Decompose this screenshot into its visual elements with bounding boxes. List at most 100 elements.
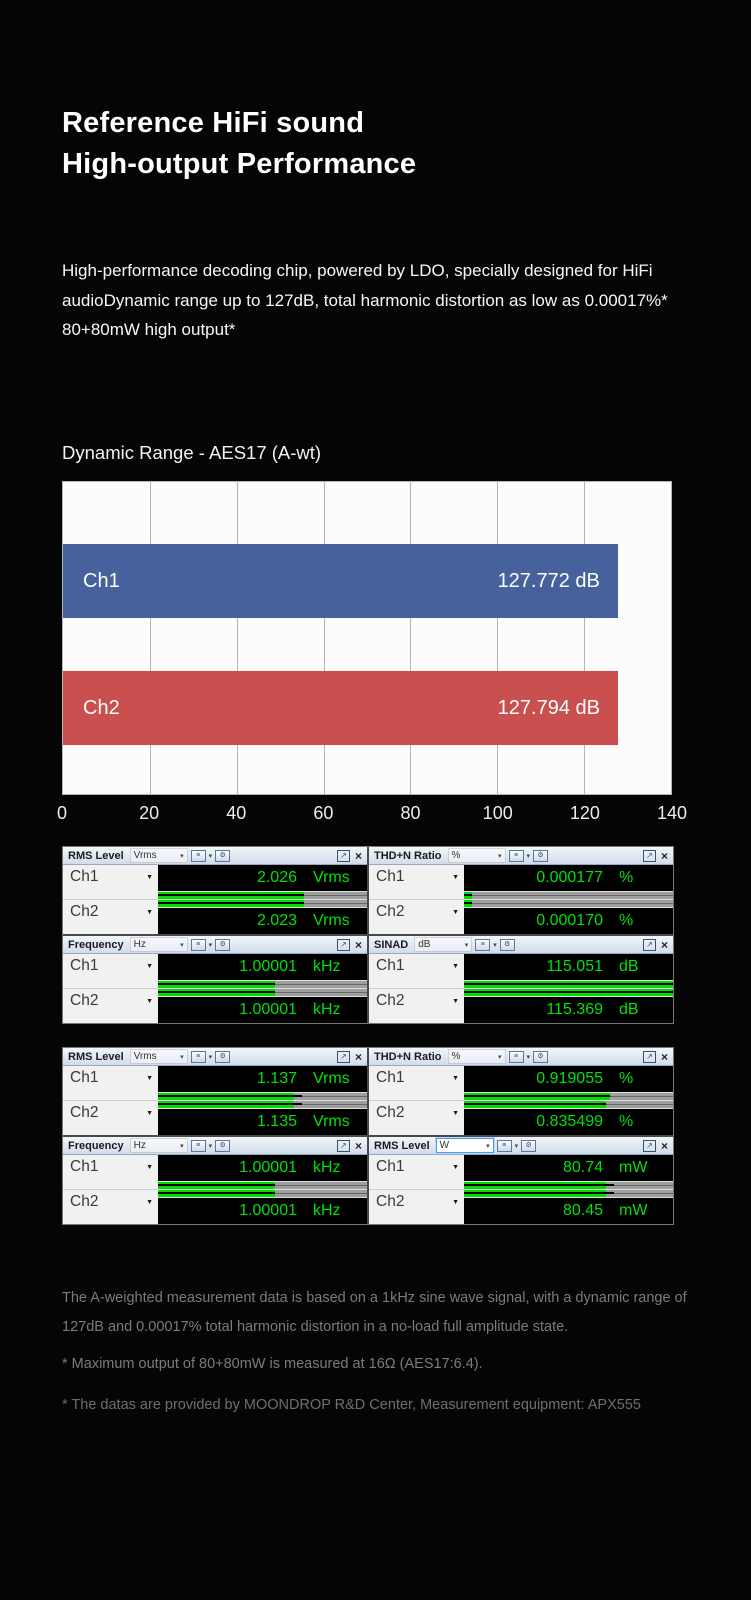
gear-icon[interactable]: ⚙ <box>215 1139 231 1152</box>
channel-data-column: 0.919055% 0.835499% <box>464 1066 673 1135</box>
meter-peak-line <box>464 1103 607 1105</box>
meter-settings-icon[interactable]: ≡ <box>190 1050 206 1063</box>
meter-panel-body: Ch1 ▼ Ch2 ▼ 0.000177% 0.000170% <box>369 865 673 934</box>
meter-settings-icon[interactable]: ≡ <box>190 938 206 951</box>
meter-settings-chevron-icon[interactable]: ▾ <box>208 1142 213 1150</box>
popout-icon[interactable]: ↗ <box>642 1050 656 1063</box>
close-icon[interactable]: × <box>354 1049 362 1064</box>
meter-title: RMS Level <box>68 1050 124 1063</box>
meter-settings-chevron-icon[interactable]: ▾ <box>208 852 213 860</box>
channel-label-column: Ch1 ▼ Ch2 ▼ <box>63 865 158 934</box>
channel-dropdown-icon[interactable]: ▼ <box>452 1164 459 1171</box>
close-icon[interactable]: × <box>660 848 668 863</box>
meter-peak-line <box>464 902 473 904</box>
readout-value: 1.137 <box>256 1070 297 1087</box>
channel-dropdown-icon[interactable]: ▼ <box>452 874 459 881</box>
meter-peak-line <box>464 983 673 985</box>
meter-settings-chevron-icon[interactable]: ▾ <box>208 941 213 949</box>
gear-icon[interactable]: ⚙ <box>215 849 231 862</box>
unit-dropdown[interactable]: % ▾ <box>447 848 506 863</box>
readout-unit: dB <box>619 958 639 975</box>
channel-label-column: Ch1 ▼ Ch2 ▼ <box>369 1066 464 1135</box>
level-meter-ch2 <box>158 900 367 907</box>
gear-icon[interactable]: ⚙ <box>533 849 549 862</box>
gear-icon[interactable]: ⚙ <box>533 1050 549 1063</box>
unit-dropdown[interactable]: dB ▾ <box>414 937 473 952</box>
channel-dropdown-icon[interactable]: ▼ <box>146 1199 153 1206</box>
channel-dropdown-icon[interactable]: ▼ <box>146 1164 153 1171</box>
meter-panel-body: Ch1 ▼ Ch2 ▼ 2.026 Vrms 2.023 Vrms <box>63 865 367 934</box>
channel-dropdown-icon[interactable]: ▼ <box>146 1110 153 1117</box>
meter-settings-chevron-icon[interactable]: ▾ <box>208 1053 213 1061</box>
meter-title: Frequency <box>68 938 124 951</box>
unit-dropdown[interactable]: Vrms ▾ <box>129 1049 188 1064</box>
popout-icon[interactable]: ↗ <box>336 849 350 862</box>
title-line-1: Reference HiFi sound <box>62 107 365 139</box>
meter-settings-icon[interactable]: ≡ <box>475 938 491 951</box>
channel-dropdown-icon[interactable]: ▼ <box>452 963 459 970</box>
popout-icon[interactable]: ↗ <box>642 1139 656 1152</box>
popout-icon[interactable]: ↗ <box>336 1050 350 1063</box>
close-icon[interactable]: × <box>354 848 362 863</box>
readout-value: 1.135 <box>256 1113 297 1130</box>
readout-unit: kHz <box>313 1159 341 1176</box>
meter-settings-icon[interactable]: ≡ <box>190 1139 206 1152</box>
channel-dropdown-icon[interactable]: ▼ <box>452 1199 459 1206</box>
gear-icon[interactable]: ⚙ <box>215 938 231 951</box>
channel-dropdown-icon[interactable]: ▼ <box>452 1075 459 1082</box>
meter-settings-icon[interactable]: ≡ <box>496 1139 512 1152</box>
meter-group-2: RMS Level Vrms ▾ ≡ ▾ ⚙ ↗ × Ch1 ▼ Ch2 ▼ 1.137 Vrms 1.13… <box>62 1047 674 1225</box>
channel-dropdown-icon[interactable]: ▼ <box>146 1075 153 1082</box>
channel-dropdown-icon[interactable]: ▼ <box>146 874 153 881</box>
chevron-down-icon: ▾ <box>464 941 469 949</box>
channel-label-ch2: Ch2 ▼ <box>63 989 158 1023</box>
meter-settings-icon[interactable]: ≡ <box>508 1050 524 1063</box>
popout-icon[interactable]: ↗ <box>642 849 656 862</box>
chart-gridline <box>236 482 238 794</box>
popout-icon[interactable]: ↗ <box>336 1139 350 1152</box>
channel-dropdown-icon[interactable]: ▼ <box>452 1110 459 1117</box>
channel-dropdown-icon[interactable]: ▼ <box>452 909 459 916</box>
channel-label-ch1: Ch1 ▼ <box>369 1155 464 1189</box>
channel-label-column: Ch1 ▼ Ch2 ▼ <box>369 954 464 1023</box>
unit-dropdown[interactable]: % ▾ <box>447 1049 506 1064</box>
meter-peak-line <box>158 983 276 985</box>
gear-icon[interactable]: ⚙ <box>499 938 515 951</box>
meter-panel-rms-level: RMS Level Vrms ▾ ≡ ▾ ⚙ ↗ × Ch1 ▼ Ch2 ▼ 1.137 Vrms 1.13… <box>63 1048 367 1135</box>
unit-dropdown[interactable]: W ▾ <box>435 1138 494 1153</box>
meter-settings-icon[interactable]: ≡ <box>508 849 524 862</box>
close-icon[interactable]: × <box>354 937 362 952</box>
close-icon[interactable]: × <box>660 1049 668 1064</box>
meter-settings-chevron-icon[interactable]: ▾ <box>526 852 531 860</box>
close-icon[interactable]: × <box>660 1138 668 1153</box>
meter-title: RMS Level <box>68 849 124 862</box>
popout-icon[interactable]: ↗ <box>642 938 656 951</box>
meter-track-line <box>464 895 673 896</box>
channel-dropdown-icon[interactable]: ▼ <box>146 963 153 970</box>
unit-dropdown[interactable]: Vrms ▾ <box>129 848 188 863</box>
popout-icon[interactable]: ↗ <box>336 938 350 951</box>
meter-settings-chevron-icon[interactable]: ▾ <box>514 1142 519 1150</box>
gear-icon[interactable]: ⚙ <box>521 1139 537 1152</box>
meter-settings-chevron-icon[interactable]: ▾ <box>526 1053 531 1061</box>
close-icon[interactable]: × <box>660 937 668 952</box>
meter-settings-chevron-icon[interactable]: ▾ <box>493 941 497 949</box>
channel-data-column: 1.00001 kHz 1.00001 kHz <box>158 954 367 1023</box>
gear-icon[interactable]: ⚙ <box>215 1050 231 1063</box>
unit-dropdown[interactable]: Hz ▾ <box>129 1138 188 1153</box>
readout-value: 1.00001 <box>239 958 297 975</box>
channel-dropdown-icon[interactable]: ▼ <box>146 998 153 1005</box>
channel-dropdown-icon[interactable]: ▼ <box>452 998 459 1005</box>
unit-dropdown-value: % <box>451 1051 461 1062</box>
unit-dropdown-value: dB <box>418 939 431 950</box>
channel-dropdown-icon[interactable]: ▼ <box>146 909 153 916</box>
meter-title: RMS Level <box>374 1139 430 1152</box>
x-tick-label: 40 <box>226 803 247 823</box>
readout-unit: Vrms <box>313 1113 350 1130</box>
close-icon[interactable]: × <box>354 1138 362 1153</box>
meter-settings-icon[interactable]: ≡ <box>190 849 206 862</box>
meter-panel-sinad: SINAD dB ▾ ≡ ▾ ⚙ ↗ × Ch1 ▼ Ch2 ▼ 115.051 dB 115.369 dB <box>369 936 673 1023</box>
channel-label-ch1: Ch1 ▼ <box>369 865 464 899</box>
meter-peak-line <box>158 1192 276 1194</box>
unit-dropdown[interactable]: Hz ▾ <box>129 937 188 952</box>
